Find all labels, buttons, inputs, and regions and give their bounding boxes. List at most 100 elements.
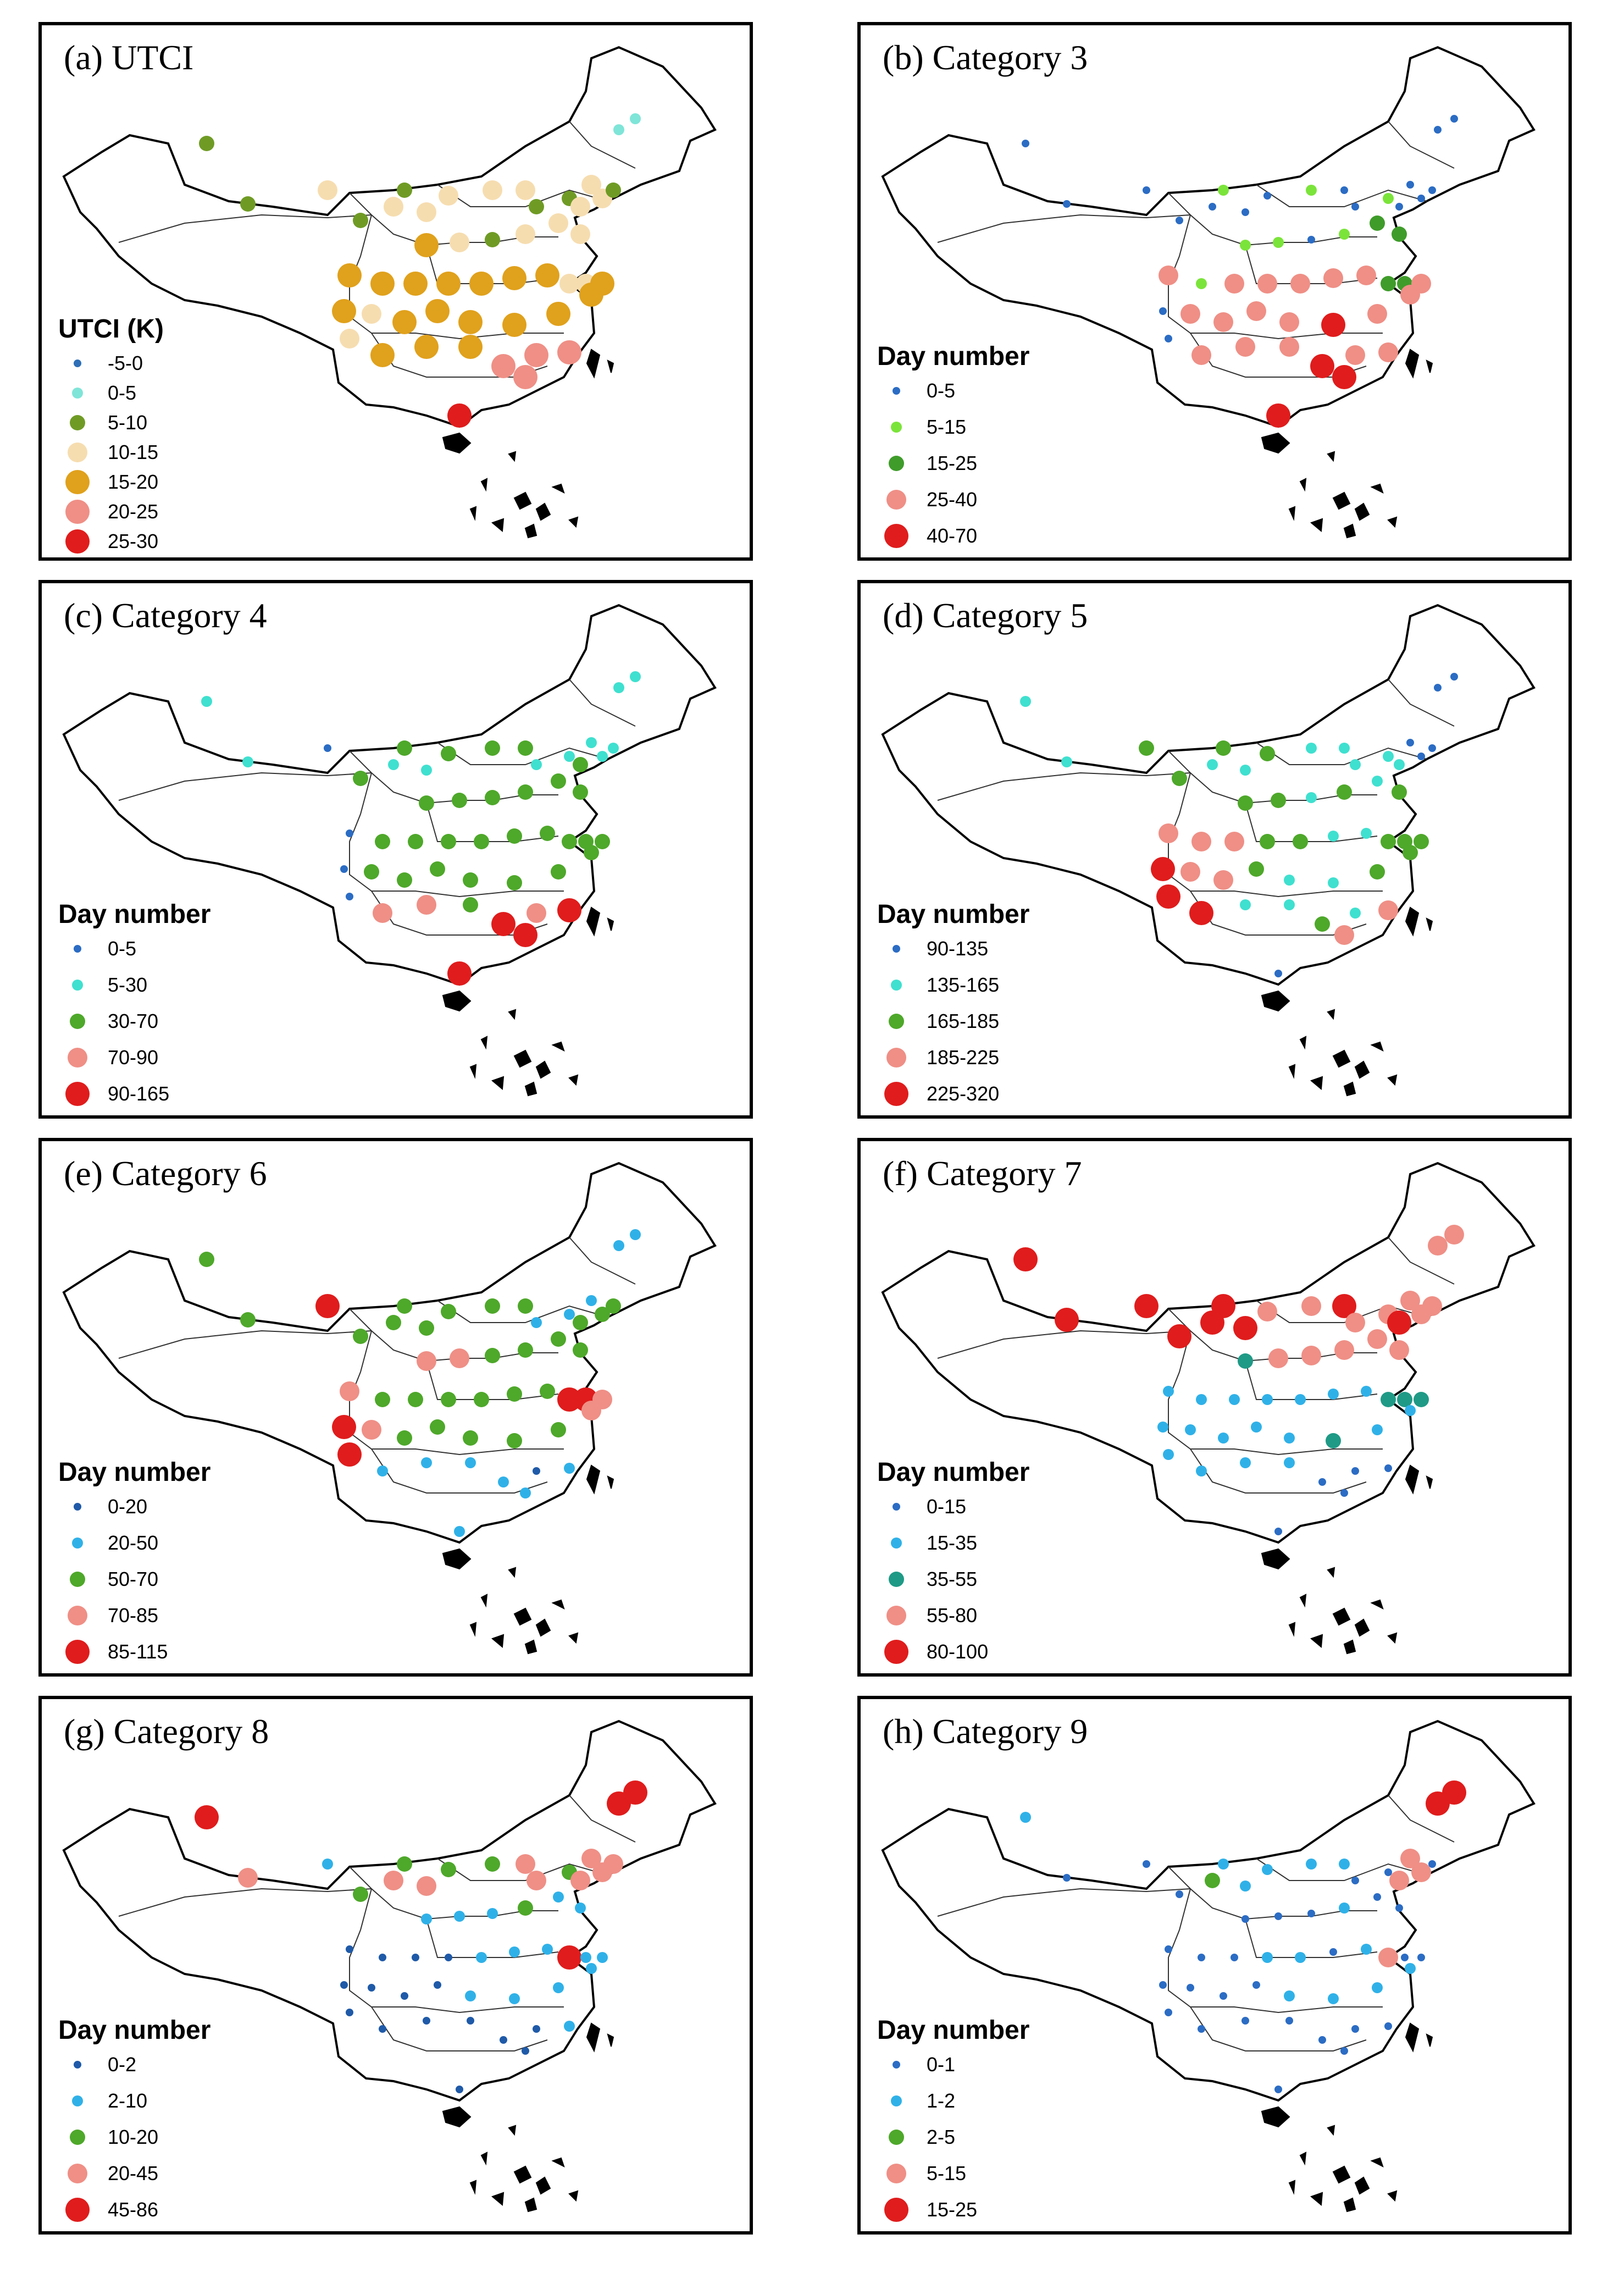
legend-swatch (886, 1048, 906, 1068)
island-shape (1327, 451, 1335, 462)
panel-title: (c) Category 4 (64, 596, 267, 635)
legend-swatch (72, 2095, 83, 2106)
station-marker (430, 1419, 445, 1435)
station-marker (575, 1903, 586, 1913)
station-marker (595, 834, 610, 849)
station-marker (332, 299, 356, 323)
legend-swatch (65, 529, 90, 554)
legend-swatch (65, 500, 90, 524)
station-marker (1252, 1981, 1260, 1989)
station-marker (322, 1859, 333, 1870)
island-shape (508, 451, 517, 462)
station-marker (1262, 1952, 1273, 1963)
station-marker (1339, 743, 1350, 754)
legend-swatch (891, 980, 902, 991)
island-shape (1354, 1618, 1370, 1637)
station-marker (1172, 771, 1187, 786)
legend-label: 0-20 (108, 1495, 148, 1518)
station-marker (340, 1381, 359, 1401)
legend-label: 225-320 (927, 1082, 1000, 1105)
map-panel: (a) UTCI UTCI (K) -5-0 0-5 5-10 10-15 15-20 20-… (38, 22, 753, 561)
legend-label: 10-15 (108, 441, 159, 463)
station-marker (573, 757, 588, 772)
station-marker (613, 124, 624, 135)
station-marker (1318, 2036, 1326, 2044)
legend-swatch (891, 2095, 902, 2106)
station-marker (1334, 925, 1354, 945)
station-marker (362, 1420, 381, 1440)
island-shape (551, 483, 565, 494)
island-shape (480, 1036, 488, 1050)
station-marker (1271, 793, 1286, 808)
island-shape (586, 2022, 601, 2053)
station-marker (1378, 342, 1398, 362)
region-boundary (426, 1918, 559, 1958)
station-marker (458, 310, 483, 334)
china-map (62, 1162, 717, 1655)
station-marker (458, 335, 483, 359)
station-marker (498, 1476, 509, 1487)
legend-swatch (65, 2198, 90, 2222)
station-marker (1274, 970, 1282, 977)
station-marker (1185, 1424, 1196, 1435)
panel-title: (d) Category 5 (883, 596, 1088, 635)
station-marker (469, 272, 494, 296)
station-marker (414, 335, 439, 359)
island-shape (1332, 2165, 1351, 2184)
station-marker (1328, 1389, 1339, 1400)
station-marker (603, 1854, 623, 1874)
island-shape (1405, 2022, 1420, 2053)
legend-label: 0-5 (108, 381, 137, 404)
station-marker (1249, 861, 1264, 877)
station-marker (368, 1984, 375, 1992)
station-marker (613, 1240, 624, 1251)
station-marker (516, 1854, 535, 1874)
island-shape (1354, 502, 1370, 521)
country-outline (62, 46, 717, 428)
island-shape (1332, 1049, 1351, 1068)
map-panel: (h) Category 9 Day number 0-1 1-2 2-5 5-15 15-… (857, 1696, 1572, 2235)
station-marker (318, 180, 337, 200)
station-marker (1392, 226, 1407, 242)
legend-label: 70-90 (108, 1046, 159, 1069)
station-marker (447, 403, 472, 428)
legend-label: 90-135 (927, 937, 989, 960)
station-marker (1417, 195, 1425, 202)
station-marker (456, 2086, 463, 2093)
country-outline (62, 1719, 717, 2102)
legend-label: 20-50 (108, 1531, 159, 1554)
station-marker (595, 1307, 610, 1322)
station-marker (485, 1298, 500, 1314)
station-marker (1383, 193, 1394, 204)
island-shape (1332, 1607, 1351, 1626)
station-marker (1315, 916, 1330, 932)
station-marker (1405, 1963, 1416, 1974)
station-marker (1351, 1467, 1359, 1475)
region-boundary (1388, 679, 1455, 727)
station-marker (1306, 1859, 1317, 1870)
country-outline (881, 1719, 1536, 2102)
station-marker (630, 671, 641, 682)
station-marker (546, 302, 570, 326)
station-marker (1395, 203, 1403, 211)
station-marker (1372, 1424, 1383, 1435)
station-marker (397, 1298, 412, 1314)
station-marker (1340, 2047, 1348, 2055)
station-marker (1339, 1903, 1350, 1913)
station-marker (1165, 1945, 1172, 1953)
island-shape (1261, 432, 1290, 454)
station-marker (1176, 217, 1183, 224)
station-marker (1401, 1954, 1409, 1961)
region-boundary (1256, 184, 1427, 207)
station-marker (564, 2021, 575, 2032)
station-marker (570, 197, 590, 217)
island-shape (1370, 1599, 1384, 1610)
station-marker (533, 2025, 540, 2033)
station-marker (1134, 1294, 1159, 1318)
island-shape (568, 1632, 579, 1644)
station-marker (1307, 236, 1315, 244)
legend-swatch (70, 2130, 85, 2145)
island-shape (551, 1599, 565, 1610)
station-marker (463, 872, 478, 888)
